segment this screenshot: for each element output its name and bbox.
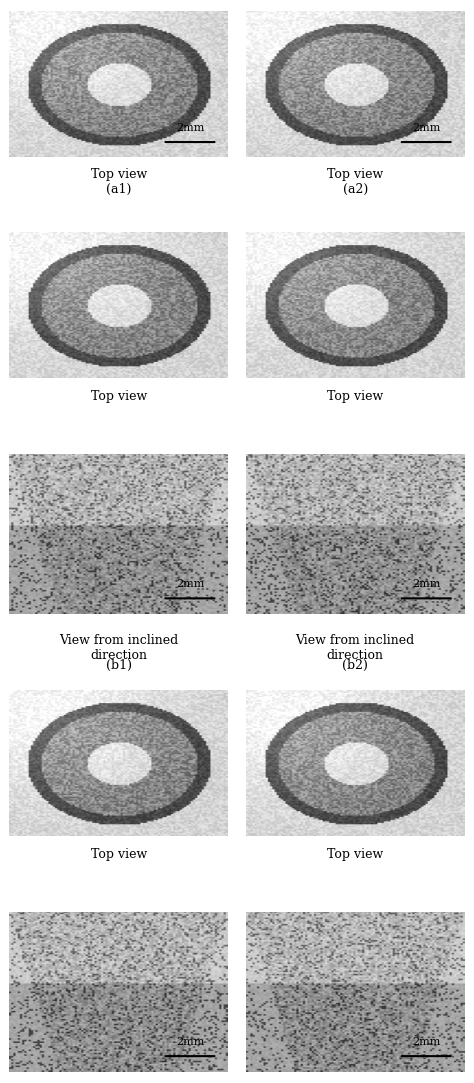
- Text: 2mm: 2mm: [412, 578, 440, 589]
- Text: View from inclined
direction: View from inclined direction: [295, 634, 415, 662]
- Text: 2mm: 2mm: [176, 578, 204, 589]
- Text: View from inclined
direction: View from inclined direction: [59, 634, 179, 662]
- Text: (b2): (b2): [342, 660, 368, 673]
- Text: (b1): (b1): [106, 660, 132, 673]
- Text: Top view: Top view: [91, 168, 147, 181]
- Text: Top view: Top view: [327, 848, 383, 861]
- Text: (a2): (a2): [343, 183, 368, 196]
- Text: 2mm: 2mm: [412, 1036, 440, 1046]
- Text: (a1): (a1): [106, 183, 132, 196]
- Text: 2mm: 2mm: [412, 123, 440, 133]
- Text: 2mm: 2mm: [176, 123, 204, 133]
- Text: Top view: Top view: [91, 390, 147, 403]
- Text: Top view: Top view: [91, 848, 147, 861]
- Text: Top view: Top view: [327, 168, 383, 181]
- Text: 2mm: 2mm: [176, 1036, 204, 1046]
- Text: Top view: Top view: [327, 390, 383, 403]
